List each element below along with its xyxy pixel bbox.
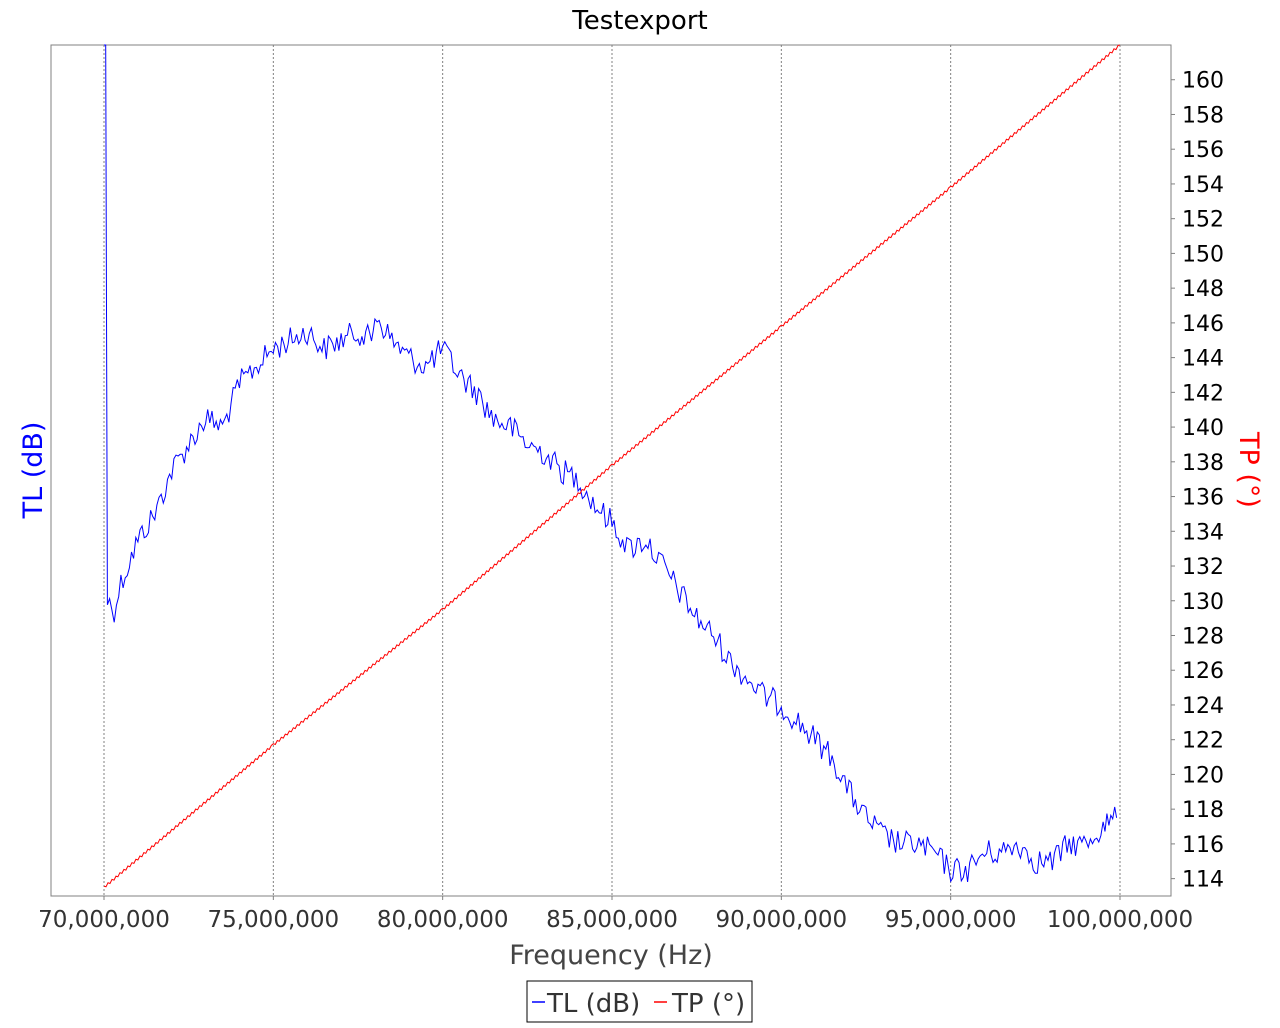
y-right-tick-label: 152 xyxy=(1182,208,1224,233)
y-right-tick-label: 130 xyxy=(1182,590,1224,615)
y-right-tick-label: 120 xyxy=(1182,763,1224,788)
y-right-tick-label: 132 xyxy=(1182,555,1224,580)
y-right-axis-ticks: 114 116 118 120 122 124 126 128 130 132 134 136 138 1… xyxy=(1171,69,1224,893)
y-right-tick-label: 122 xyxy=(1182,729,1224,754)
legend-label-tp: TP (°) xyxy=(671,989,745,1019)
series-line-tp xyxy=(103,44,1121,888)
x-tick-label: 85,000,000 xyxy=(546,907,678,933)
y-right-tick-label: 154 xyxy=(1182,173,1224,198)
y-right-tick-label: 136 xyxy=(1182,486,1224,511)
y-right-tick-label: 148 xyxy=(1182,277,1224,302)
y-right-tick-label: 118 xyxy=(1182,798,1224,823)
chart-title: Testexport xyxy=(571,6,707,36)
legend: TL (dB) TP (°) xyxy=(526,980,753,1023)
y-right-tick-label: 142 xyxy=(1182,381,1224,406)
y-left-axis-label: TL (dB) xyxy=(18,422,49,520)
y-right-tick-label: 158 xyxy=(1182,103,1224,128)
y-right-tick-label: 156 xyxy=(1182,138,1224,163)
y-right-tick-label: 128 xyxy=(1182,624,1224,649)
y-right-tick-label: 126 xyxy=(1182,659,1224,684)
series-line-tl xyxy=(104,44,1118,883)
x-tick-label: 90,000,000 xyxy=(715,907,847,933)
y-right-tick-label: 146 xyxy=(1182,312,1224,337)
x-tick-label: 75,000,000 xyxy=(207,907,339,933)
y-right-tick-label: 116 xyxy=(1182,833,1224,858)
x-tick-label: 80,000,000 xyxy=(377,907,509,933)
y-right-tick-label: 134 xyxy=(1182,520,1224,545)
y-right-tick-label: 138 xyxy=(1182,451,1224,476)
y-right-tick-label: 160 xyxy=(1182,69,1224,94)
x-axis-label: Frequency (Hz) xyxy=(509,940,713,971)
x-tick-label: 95,000,000 xyxy=(885,907,1017,933)
y-right-tick-label: 124 xyxy=(1182,694,1224,719)
x-tick-label: 100,000,000 xyxy=(1047,907,1193,933)
y-right-tick-label: 150 xyxy=(1182,242,1224,267)
x-axis-ticks: 70,000,000 75,000,000 80,000,000 85,000,000… xyxy=(38,896,1193,933)
y-right-tick-label: 144 xyxy=(1182,347,1224,372)
plot-area xyxy=(50,44,1172,897)
legend-label-tl: TL (dB) xyxy=(546,989,640,1019)
series-layer xyxy=(103,44,1121,888)
y-right-tick-label: 114 xyxy=(1182,868,1224,893)
y-right-tick-label: 140 xyxy=(1182,416,1224,441)
legend-box xyxy=(526,980,753,1023)
x-tick-label: 70,000,000 xyxy=(38,907,170,933)
y-right-axis-label: TP (°) xyxy=(1233,431,1264,508)
